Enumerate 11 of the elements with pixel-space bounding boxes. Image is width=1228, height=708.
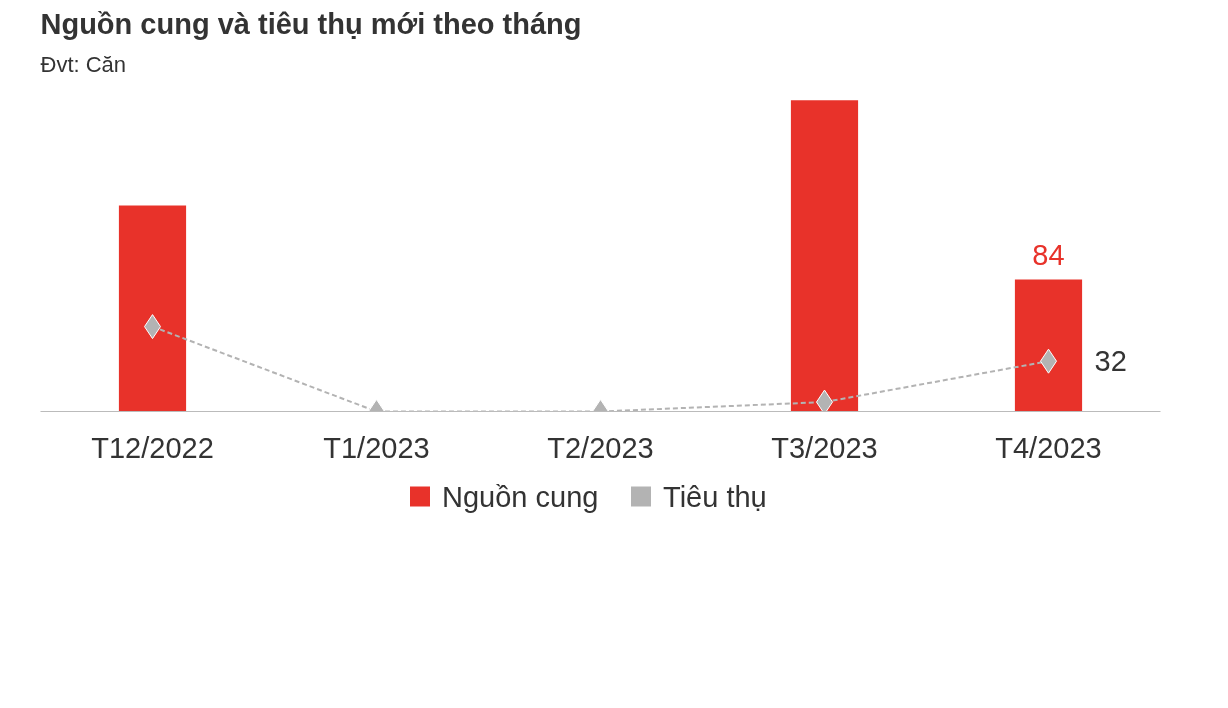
x-tick-label: T1/2023: [323, 431, 430, 464]
x-tick-label: T2/2023: [547, 431, 654, 464]
legend-label: Tiêu thụ: [663, 480, 767, 513]
x-tick-label: T4/2023: [995, 431, 1102, 464]
data-label: 32: [1094, 345, 1127, 378]
x-tick-label: T12/2022: [91, 431, 214, 464]
chart-title: Nguồn cung và tiêu thụ mới theo tháng: [40, 7, 582, 40]
chart-subtitle: Đvt: Căn: [40, 51, 127, 77]
data-label: 84: [1032, 239, 1065, 272]
legend-label: Nguồn cung: [442, 480, 599, 513]
x-tick-label: T3/2023: [771, 431, 878, 464]
